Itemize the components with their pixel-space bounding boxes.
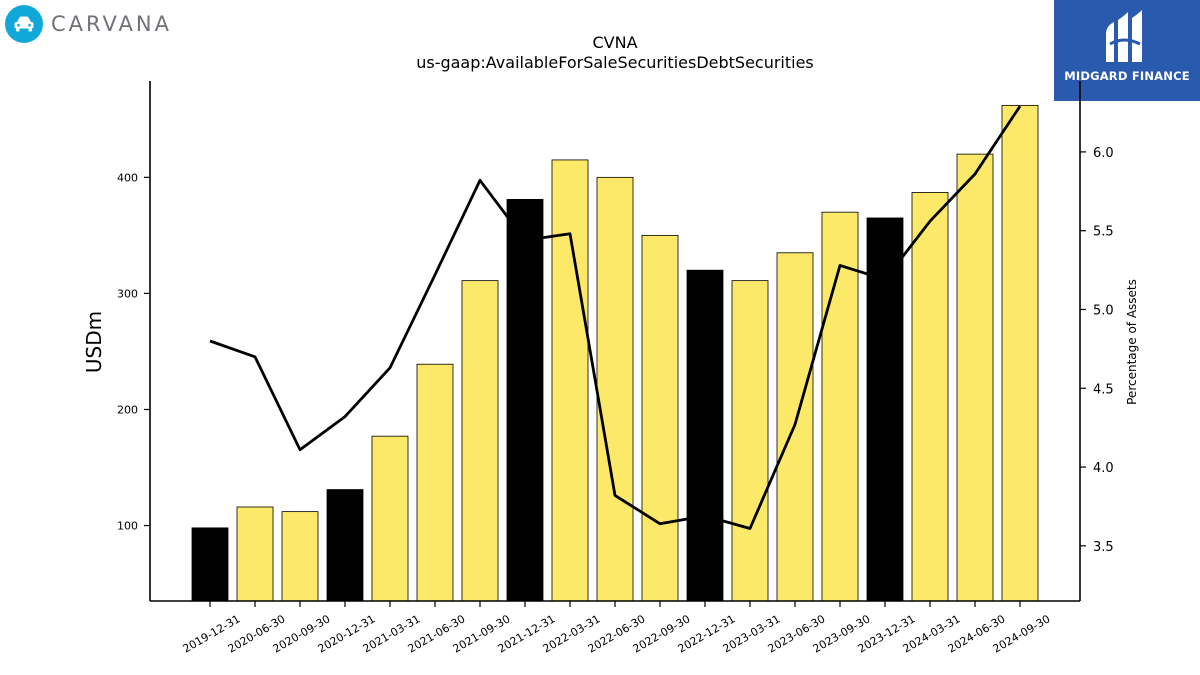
y2-axis-label: Percentage of Assets bbox=[1125, 279, 1139, 405]
percentage-of-assets-line bbox=[209, 105, 1022, 530]
bar-2019-12-31 bbox=[191, 527, 229, 602]
bar-2020-12-31 bbox=[326, 489, 364, 602]
midgard-monogram-icon bbox=[1106, 10, 1142, 62]
bar-2021-06-30 bbox=[416, 363, 454, 602]
bar-2024-06-30 bbox=[956, 153, 994, 602]
car-icon bbox=[5, 5, 43, 43]
y-tick-label: 400 bbox=[117, 171, 138, 184]
y-tick-label: 200 bbox=[117, 403, 138, 416]
y2-tick-label: 6.0 bbox=[1093, 146, 1114, 161]
bar-2022-09-30 bbox=[641, 234, 679, 602]
bar-2023-12-31 bbox=[866, 217, 904, 602]
y2-tick-label: 4.5 bbox=[1093, 382, 1114, 397]
bar-2020-06-30 bbox=[236, 506, 274, 602]
bar-2021-09-30 bbox=[461, 280, 499, 602]
carvana-logo-text: CARVANA bbox=[51, 12, 172, 36]
bar-2022-06-30 bbox=[596, 176, 634, 602]
bar-2021-12-31 bbox=[506, 198, 544, 602]
midgard-finance-logo: MIDGARD FINANCE bbox=[1054, 0, 1200, 101]
y2-tick-label: 3.5 bbox=[1093, 540, 1114, 555]
bar-2024-09-30 bbox=[1001, 104, 1039, 602]
y-axis-label: USDm bbox=[82, 311, 106, 373]
y2-tick-label: 5.0 bbox=[1093, 303, 1114, 318]
bar-2020-09-30 bbox=[281, 511, 319, 602]
bar-series bbox=[191, 104, 1039, 602]
midgard-finance-logo-text: MIDGARD FINANCE bbox=[1064, 69, 1190, 83]
bar-2023-03-31 bbox=[731, 280, 769, 602]
bar-2024-03-31 bbox=[911, 192, 949, 602]
y2-tick-label: 4.0 bbox=[1093, 461, 1114, 476]
bar-2023-09-30 bbox=[821, 211, 859, 602]
y-tick-label: 300 bbox=[117, 287, 138, 300]
carvana-logo: CARVANA bbox=[5, 5, 172, 43]
chart-subtitle: us-gaap:AvailableForSaleSecuritiesDebtSe… bbox=[416, 53, 814, 72]
bar-2022-12-31 bbox=[686, 269, 724, 602]
bar-2022-03-31 bbox=[551, 159, 589, 602]
line-series bbox=[209, 105, 1022, 530]
y2-tick-label: 5.5 bbox=[1093, 225, 1114, 240]
bar-2021-03-31 bbox=[371, 435, 409, 602]
chart-title: CVNA bbox=[592, 33, 637, 52]
y-tick-label: 100 bbox=[117, 520, 138, 533]
